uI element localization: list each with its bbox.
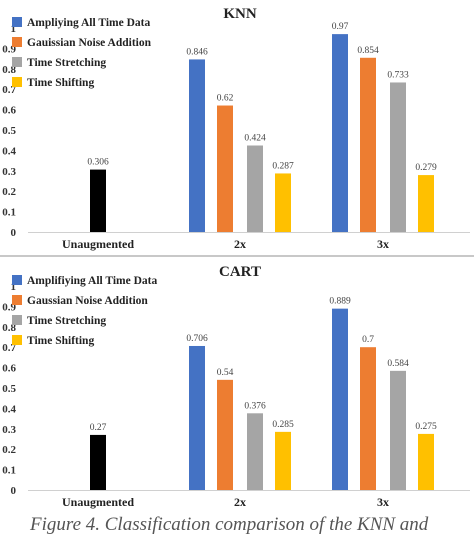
x-tick-label-unaugmented: Unaugmented (62, 237, 134, 251)
y-tick-label: 0.6 (2, 363, 16, 375)
bar-unaugmented-unaugmented (90, 434, 106, 490)
bar-ampliying-all-time-data-2x (189, 59, 205, 232)
data-label: 0.733 (387, 70, 409, 80)
bar-gaussian-noise-addition-3x (360, 347, 376, 490)
bar-gaussian-noise-addition-2x (217, 379, 233, 490)
legend-label-amplifiying-all-time-data: Amplifiying All Time Data (27, 275, 157, 287)
legend-label-gauissian-noise-addition: Gauissian Noise Addition (27, 37, 152, 49)
y-tick-label: 0.5 (2, 383, 16, 395)
legend-swatch-time-stretching (12, 57, 22, 67)
bar-time-stretching-2x (247, 145, 263, 232)
figure-caption: Figure 4. Classification comparison of t… (30, 514, 429, 535)
legend-label-time-stretching: Time Stretching (27, 57, 106, 69)
data-label: 0.54 (217, 368, 234, 378)
y-tick-label: 0.3 (2, 166, 16, 178)
y-tick-label: 0.4 (2, 403, 16, 415)
panel-separator (0, 255, 474, 257)
bar-unaugmented-unaugmented (90, 169, 106, 232)
bar-ampliying-all-time-data-3x (332, 34, 348, 233)
x-tick-label-3x: 3x (377, 237, 389, 251)
legend-label-time-stretching: Time Stretching (27, 315, 106, 327)
data-label: 0.285 (272, 420, 294, 430)
y-tick-label: 1 (11, 281, 17, 293)
knn-bar-chart: KNN00.10.20.30.40.50.60.70.80.91Unaugmen… (2, 6, 470, 251)
bar-time-shifting-3x (418, 433, 434, 490)
y-tick-label: 0.5 (2, 125, 16, 137)
y-tick-label: 0.1 (2, 465, 16, 477)
data-label: 0.854 (357, 46, 379, 56)
y-tick-label: 0.3 (2, 424, 16, 436)
bar-amplifiying-all-time-data-3x (332, 308, 348, 490)
legend-swatch-ampliying-all-time-data (12, 17, 22, 27)
bar-time-shifting-2x (275, 431, 291, 490)
legend-swatch-gauissian-noise-addition (12, 37, 22, 47)
data-label: 0.376 (244, 401, 266, 411)
chart-title: CART (219, 264, 261, 280)
y-tick-label: 0.1 (2, 207, 16, 219)
legend-label-time-shifting: Time Shifting (27, 77, 94, 89)
legend-swatch-time-shifting (12, 335, 22, 345)
x-tick-label-2x: 2x (234, 495, 246, 509)
x-tick-label-unaugmented: Unaugmented (62, 495, 134, 509)
cart-bar-chart: CART00.10.20.30.40.50.60.70.80.91Unaugme… (2, 264, 470, 509)
bar-time-stretching-2x (247, 413, 263, 490)
y-tick-label: 0.7 (2, 342, 16, 354)
y-tick-label: 0.4 (2, 145, 16, 157)
bar-time-stretching-3x (390, 82, 406, 232)
bar-time-stretching-3x (390, 370, 406, 490)
data-label: 0.62 (217, 94, 234, 104)
legend-label-gaussian-noise-addition: Gaussian Noise Addition (27, 295, 148, 307)
bar-time-shifting-2x (275, 173, 291, 232)
x-tick-label-3x: 3x (377, 495, 389, 509)
legend-swatch-amplifiying-all-time-data (12, 275, 22, 285)
data-label: 0.306 (87, 158, 109, 168)
data-label: 0.424 (244, 134, 266, 144)
data-label: 0.287 (272, 161, 294, 171)
cart-chart-panel: CART 0 0.1 0.2 0.3 0.4 0.5 0.6 0.7 0.8 0.9 1 Unaugme… (0, 258, 474, 512)
data-label: 0.279 (415, 163, 437, 173)
data-label: 0.275 (415, 422, 437, 432)
y-tick-label: 0 (11, 485, 17, 497)
data-label: 0.584 (387, 359, 409, 369)
knn-chart-panel: KNN 0 0.1 0.2 0.3 0.4 0.5 0.6 0.7 0.8 0.9 1 Unaugmen… (0, 0, 474, 254)
x-tick-label-2x: 2x (234, 237, 246, 251)
y-tick-label: 0 (11, 227, 17, 239)
legend-label-ampliying-all-time-data: Ampliying All Time Data (27, 17, 150, 29)
y-tick-label: 0.6 (2, 105, 16, 117)
data-label: 0.846 (186, 47, 208, 57)
bar-time-shifting-3x (418, 175, 434, 232)
data-label: 0.7 (362, 335, 374, 345)
data-label: 0.706 (186, 334, 208, 344)
legend-swatch-time-stretching (12, 315, 22, 325)
legend-label-time-shifting: Time Shifting (27, 335, 94, 347)
data-label: 0.97 (332, 22, 349, 32)
bar-gauissian-noise-addition-3x (360, 57, 376, 233)
y-tick-label: 1 (11, 23, 17, 35)
y-tick-label: 0.2 (2, 186, 16, 198)
legend-swatch-gaussian-noise-addition (12, 295, 22, 305)
legend-swatch-time-shifting (12, 77, 22, 87)
y-tick-label: 0.7 (2, 84, 16, 96)
y-tick-label: 0.2 (2, 444, 16, 456)
bar-amplifiying-all-time-data-2x (189, 345, 205, 490)
chart-title: KNN (223, 6, 257, 22)
data-label: 0.27 (90, 423, 107, 433)
data-label: 0.889 (329, 297, 351, 307)
bar-gauissian-noise-addition-2x (217, 105, 233, 232)
